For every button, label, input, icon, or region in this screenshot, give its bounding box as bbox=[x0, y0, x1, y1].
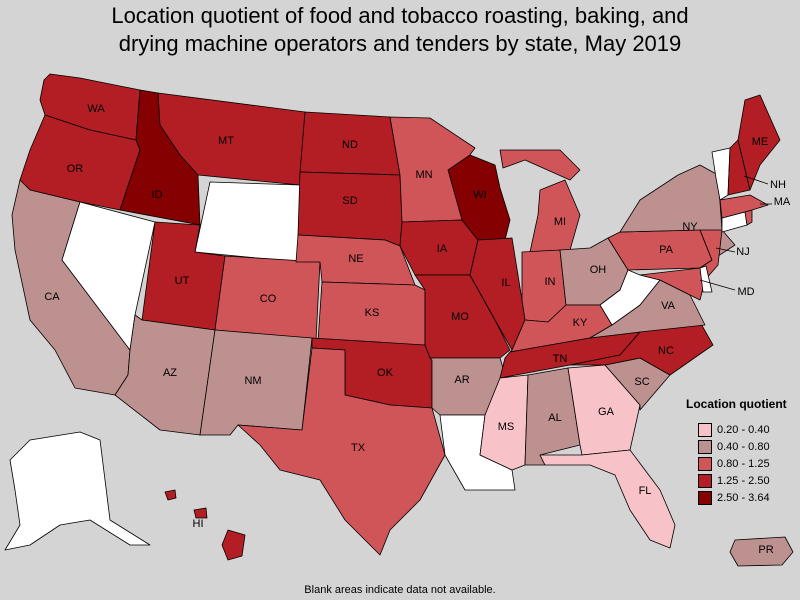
state-MI[interactable] bbox=[499, 149, 581, 253]
legend-item: 0.40 - 0.80 bbox=[686, 438, 798, 455]
state-label-MS: MS bbox=[498, 421, 515, 433]
legend-item: 1.25 - 2.50 bbox=[686, 472, 798, 489]
state-label-CO: CO bbox=[260, 293, 277, 305]
state-label-MO: MO bbox=[451, 311, 469, 323]
legend-swatch bbox=[698, 422, 712, 437]
state-MA[interactable] bbox=[719, 194, 769, 219]
state-label-KS: KS bbox=[365, 307, 380, 319]
state-label-AL: AL bbox=[548, 412, 561, 424]
map-title-line-1: Location quotient of food and tobacco ro… bbox=[111, 3, 689, 28]
state-label-TN: TN bbox=[553, 353, 568, 365]
legend-label: 1.25 - 2.50 bbox=[717, 474, 770, 487]
state-label-NY: NY bbox=[682, 221, 698, 233]
state-SD[interactable] bbox=[297, 171, 403, 247]
state-WY[interactable] bbox=[194, 181, 301, 263]
legend-swatch bbox=[698, 439, 712, 454]
legend-label: 0.20 - 0.40 bbox=[717, 423, 770, 436]
state-label-WI: WI bbox=[473, 189, 486, 201]
legend-swatch bbox=[698, 490, 712, 505]
map-title-line-2: drying machine operators and tenders by … bbox=[118, 31, 682, 56]
map-legend: Location quotient 0.20 - 0.40 0.40 - 0.8… bbox=[686, 397, 798, 506]
state-label-NC: NC bbox=[658, 345, 674, 357]
state-label-ME: ME bbox=[752, 136, 769, 148]
state-AK[interactable] bbox=[4, 431, 151, 551]
state-label-AZ: AZ bbox=[163, 367, 177, 379]
state-label-SC: SC bbox=[634, 376, 649, 388]
state-DE[interactable] bbox=[699, 265, 713, 293]
state-TX[interactable] bbox=[237, 347, 446, 556]
state-label-OH: OH bbox=[590, 264, 607, 276]
state-ME[interactable] bbox=[737, 94, 781, 191]
state-label-NH: NH bbox=[770, 179, 786, 191]
state-WI[interactable] bbox=[447, 154, 511, 241]
state-label-PA: PA bbox=[659, 244, 674, 256]
state-label-PR: PR bbox=[758, 544, 773, 556]
state-label-KY: KY bbox=[573, 317, 588, 329]
state-label-IN: IN bbox=[545, 276, 556, 288]
leader-line-MD bbox=[699, 279, 736, 291]
leader-line-NH bbox=[743, 175, 769, 185]
state-label-AR: AR bbox=[454, 374, 469, 386]
legend-item: 0.20 - 0.40 bbox=[686, 421, 798, 438]
legend-label: 0.40 - 0.80 bbox=[717, 440, 770, 453]
state-PR[interactable] bbox=[729, 536, 794, 567]
state-label-TX: TX bbox=[351, 442, 366, 454]
state-label-VA: VA bbox=[661, 300, 676, 312]
state-label-WA: WA bbox=[87, 103, 105, 115]
state-label-HI: HI bbox=[193, 518, 204, 530]
state-label-SD: SD bbox=[342, 195, 357, 207]
state-label-GA: GA bbox=[598, 406, 615, 418]
legend-swatch bbox=[698, 473, 712, 488]
legend-item: 2.50 - 3.64 bbox=[686, 489, 798, 506]
state-label-OK: OK bbox=[377, 367, 394, 379]
legend-item: 0.80 - 1.25 bbox=[686, 455, 798, 472]
state-label-ID: ID bbox=[152, 189, 163, 201]
state-label-NE: NE bbox=[348, 253, 363, 265]
legend-label: 2.50 - 3.64 bbox=[717, 491, 770, 504]
state-label-NM: NM bbox=[244, 375, 261, 387]
legend-swatch bbox=[698, 456, 712, 471]
state-label-MI: MI bbox=[554, 216, 566, 228]
state-label-MA: MA bbox=[774, 196, 791, 208]
map-title: Location quotient of food and tobacco ro… bbox=[0, 2, 800, 58]
state-label-IL: IL bbox=[501, 277, 510, 289]
state-label-MD: MD bbox=[737, 286, 754, 298]
state-VT[interactable] bbox=[711, 147, 731, 201]
legend-title: Location quotient bbox=[686, 397, 787, 411]
leader-line-NJ bbox=[715, 247, 736, 253]
legend-label: 0.80 - 1.25 bbox=[717, 457, 770, 470]
state-label-ND: ND bbox=[342, 139, 358, 151]
state-label-UT: UT bbox=[175, 275, 190, 287]
state-FL[interactable] bbox=[539, 449, 676, 549]
state-label-IA: IA bbox=[437, 243, 448, 255]
footnote: Blank areas indicate data not available. bbox=[304, 584, 496, 596]
state-label-MN: MN bbox=[415, 169, 432, 181]
state-label-OR: OR bbox=[67, 163, 84, 175]
state-label-MT: MT bbox=[218, 135, 234, 147]
state-label-FL: FL bbox=[639, 485, 652, 497]
state-label-CA: CA bbox=[44, 291, 60, 303]
state-label-NJ: NJ bbox=[736, 246, 749, 258]
state-HI[interactable] bbox=[164, 489, 246, 561]
